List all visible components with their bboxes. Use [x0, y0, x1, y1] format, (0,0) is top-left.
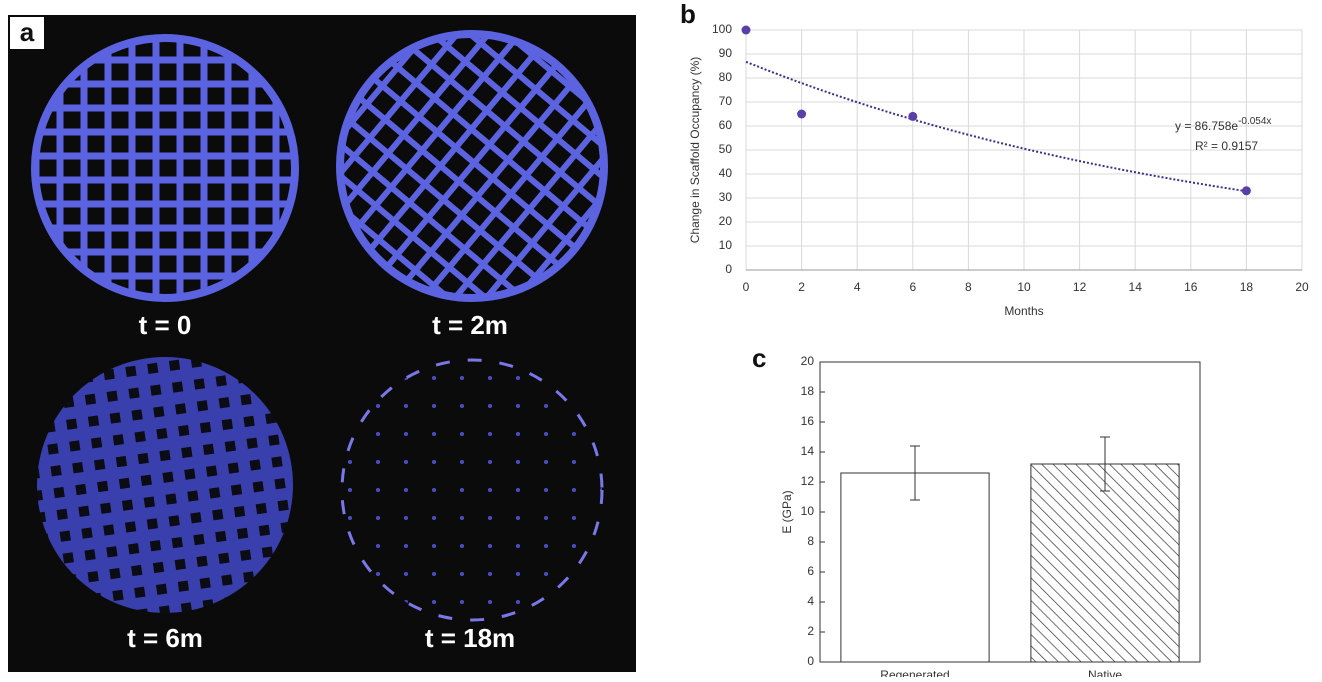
y-tick-label: 4 [807, 594, 814, 608]
data-point [797, 109, 807, 119]
x-tick-label: 8 [965, 280, 972, 294]
trendline [745, 60, 1247, 193]
y-tick-label: 10 [801, 504, 815, 518]
caption: t = 2m [432, 310, 508, 340]
y-tick-label: 20 [719, 214, 733, 228]
y-tick-label: 10 [719, 238, 733, 252]
y-tick-label: 12 [801, 474, 815, 488]
y-tick-label: 0 [807, 654, 814, 668]
y-tick-label: 40 [719, 166, 733, 180]
data-point [1241, 186, 1251, 196]
y-tick-label: 50 [719, 142, 733, 156]
x-tick-label: Regenerated [880, 668, 949, 677]
x-tick-label: 18 [1240, 280, 1254, 294]
x-tick-label: 10 [1017, 280, 1031, 294]
panel-label: b [680, 0, 696, 29]
bar [840, 472, 990, 663]
y-tick-label: 16 [801, 414, 815, 428]
x-tick-label: 16 [1184, 280, 1198, 294]
y-axis-label: E (GPa) [780, 490, 794, 533]
y-tick-label: 18 [801, 384, 815, 398]
caption: t = 18m [425, 623, 515, 653]
x-tick-label: 12 [1073, 280, 1087, 294]
scaffold-image [336, 30, 608, 302]
equation: y = 86.758e-0.054x [1175, 116, 1271, 134]
scaffold-image [340, 358, 604, 622]
x-tick-label: Native [1088, 668, 1122, 677]
data-point [741, 25, 751, 35]
y-tick-label: 0 [725, 262, 732, 276]
y-tick-label: 6 [807, 564, 814, 578]
equation-exponent: -0.054x [1238, 116, 1271, 127]
scaffold-image [31, 34, 299, 302]
y-tick-label: 30 [719, 190, 733, 204]
y-axis-label: Change in Scaffold Occupancy (%) [688, 57, 702, 244]
y-tick-label: 100 [712, 22, 732, 36]
bar [1030, 463, 1180, 663]
x-tick-label: 6 [909, 280, 916, 294]
y-tick-label: 2 [807, 624, 814, 638]
x-tick-label: 0 [743, 280, 750, 294]
y-tick-label: 14 [801, 444, 815, 458]
panel-label: a [20, 17, 35, 47]
x-tick-label: 20 [1295, 280, 1309, 294]
y-tick-label: 60 [719, 118, 733, 132]
caption: t = 6m [127, 623, 203, 653]
scaffold-image [37, 357, 293, 613]
r-squared: R² = 0.9157 [1195, 139, 1258, 153]
y-tick-label: 20 [801, 354, 815, 368]
y-tick-label: 80 [719, 70, 733, 84]
x-axis-label: Months [1004, 304, 1043, 318]
panel-label: c [752, 343, 766, 373]
x-tick-label: 4 [854, 280, 861, 294]
data-point [908, 111, 918, 121]
x-tick-label: 2 [798, 280, 805, 294]
y-tick-label: 8 [807, 534, 814, 548]
equation-text: y = 86.758e [1175, 119, 1238, 133]
y-tick-label: 90 [719, 46, 733, 60]
y-tick-label: 70 [719, 94, 733, 108]
x-tick-label: 14 [1129, 280, 1143, 294]
panel-label-bg [10, 17, 44, 49]
caption: t = 0 [139, 310, 192, 340]
